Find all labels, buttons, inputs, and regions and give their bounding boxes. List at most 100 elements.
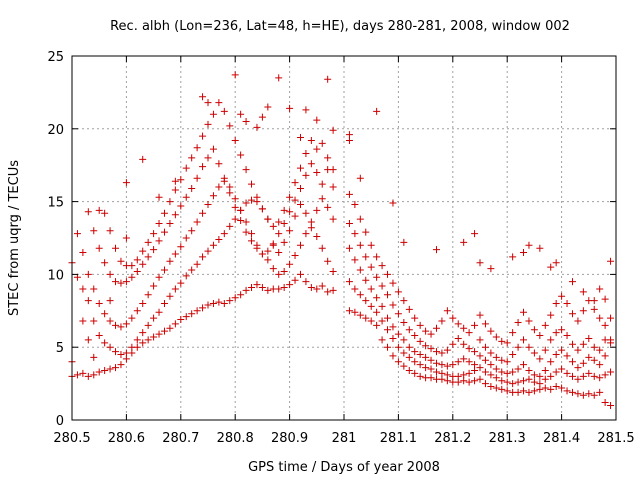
data-point [106, 343, 114, 351]
data-point [258, 284, 266, 292]
data-point [166, 257, 174, 265]
y-tick-label: 0 [56, 414, 64, 429]
data-point [384, 326, 392, 334]
data-point [160, 266, 168, 274]
data-point [454, 372, 462, 380]
data-point [558, 326, 566, 334]
data-point [286, 281, 294, 289]
data-point [411, 369, 419, 377]
data-point [90, 227, 98, 235]
data-point [487, 371, 495, 379]
data-point [481, 368, 489, 376]
data-point [476, 352, 484, 360]
data-point [443, 371, 451, 379]
data-point [574, 375, 582, 383]
data-point [275, 218, 283, 226]
data-point [166, 324, 174, 332]
data-point [182, 164, 190, 172]
data-point [568, 358, 576, 366]
data-point [487, 361, 495, 369]
data-point [558, 365, 566, 373]
data-point [280, 206, 288, 214]
data-point [199, 209, 207, 217]
data-point [405, 326, 413, 334]
x-tick-label: 281.2 [434, 431, 471, 446]
data-point [296, 164, 304, 172]
data-point [193, 174, 201, 182]
data-point [422, 364, 430, 372]
data-point [427, 356, 435, 364]
data-point [84, 336, 92, 344]
data-point [449, 314, 457, 322]
data-point [139, 260, 147, 268]
data-point [106, 317, 114, 325]
data-point [171, 320, 179, 328]
data-point [471, 361, 479, 369]
data-point [345, 244, 353, 252]
data-point [492, 365, 500, 373]
data-point [465, 369, 473, 377]
data-point [416, 337, 424, 345]
data-point [275, 285, 283, 293]
data-point [264, 215, 272, 223]
data-point [79, 369, 87, 377]
data-point [481, 380, 489, 388]
data-point [150, 246, 158, 254]
data-point [193, 260, 201, 268]
x-tick-label: 281.3 [489, 431, 526, 446]
data-point [487, 265, 495, 273]
data-point [128, 273, 136, 281]
data-point [302, 106, 310, 114]
data-point [514, 378, 522, 386]
data-point [541, 366, 549, 374]
data-point [231, 215, 239, 223]
data-point [541, 384, 549, 392]
data-point [476, 364, 484, 372]
data-point [373, 107, 381, 115]
x-tick-label: 280.7 [162, 431, 199, 446]
data-point [302, 278, 310, 286]
data-point [253, 244, 261, 252]
data-point [530, 349, 538, 357]
data-point [547, 358, 555, 366]
data-point [220, 230, 228, 238]
data-point [503, 387, 511, 395]
data-point [373, 273, 381, 281]
data-point [563, 332, 571, 340]
data-point [525, 375, 533, 383]
data-point [449, 361, 457, 369]
data-point [389, 301, 397, 309]
data-point [90, 371, 98, 379]
data-point [356, 311, 364, 319]
data-point [139, 339, 147, 347]
data-point [280, 238, 288, 246]
data-point [585, 334, 593, 342]
data-point [242, 228, 250, 236]
data-point [547, 263, 555, 271]
data-point [84, 208, 92, 216]
data-point [155, 273, 163, 281]
data-point [378, 302, 386, 310]
data-point [171, 177, 179, 185]
data-point [155, 219, 163, 227]
data-point [231, 294, 239, 302]
data-point [525, 388, 533, 396]
data-point [291, 179, 299, 187]
data-point [607, 314, 615, 322]
data-point [275, 74, 283, 82]
data-point [492, 384, 500, 392]
data-point [362, 228, 370, 236]
data-point [590, 372, 598, 380]
data-point [384, 314, 392, 322]
data-point [579, 391, 587, 399]
data-point [79, 285, 87, 293]
data-point [95, 332, 103, 340]
data-point [324, 288, 332, 296]
data-point [503, 358, 511, 366]
data-point [291, 212, 299, 220]
data-point [345, 190, 353, 198]
data-point [264, 103, 272, 111]
data-point [454, 334, 462, 342]
data-point [329, 166, 337, 174]
data-point [460, 324, 468, 332]
